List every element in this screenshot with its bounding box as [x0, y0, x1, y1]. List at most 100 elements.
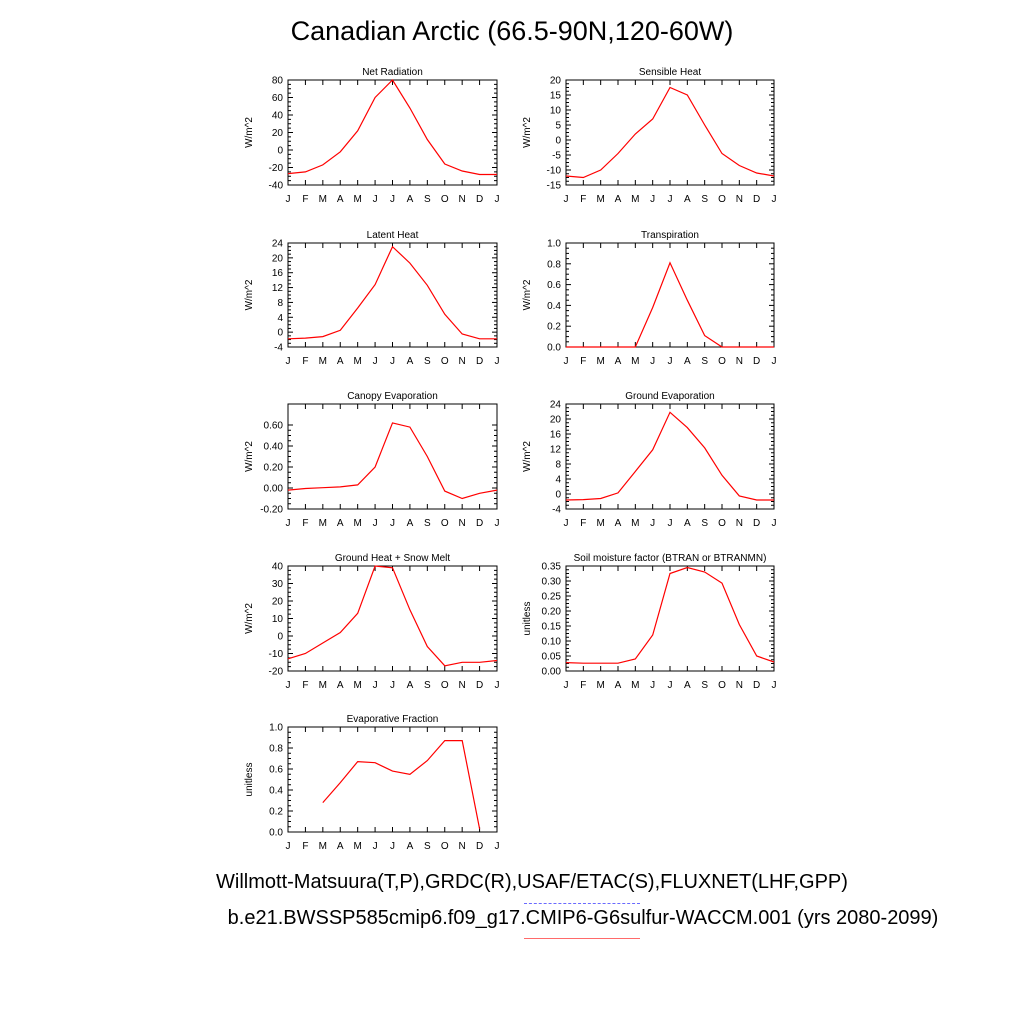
y-tick-label: -0.20 [260, 505, 283, 516]
x-tick-label: N [736, 680, 743, 691]
x-tick-label: A [684, 194, 691, 205]
y-axis-label: W/m^2 [244, 117, 255, 148]
x-tick-label: A [615, 518, 622, 529]
x-tick-label: O [441, 680, 449, 691]
x-tick-label: M [353, 841, 361, 852]
y-tick-label: 0 [555, 490, 561, 501]
x-tick-label: S [701, 356, 708, 367]
case-legend-line [524, 938, 640, 939]
x-tick-label: J [668, 356, 673, 367]
x-tick-label: O [718, 194, 726, 205]
x-tick-label: M [596, 356, 604, 367]
y-tick-label: 0.00 [264, 484, 284, 495]
x-tick-label: M [319, 356, 327, 367]
x-tick-label: S [701, 680, 708, 691]
x-tick-label: D [753, 194, 760, 205]
y-tick-label: 0 [277, 632, 283, 643]
x-tick-label: M [631, 356, 639, 367]
page-title: Canadian Arctic (66.5-90N,120-60W) [290, 16, 734, 46]
y-tick-label: 1.0 [547, 239, 561, 250]
x-tick-label: O [718, 680, 726, 691]
y-tick-label: 0 [277, 146, 283, 157]
y-tick-label: 0 [277, 328, 283, 339]
x-tick-label: M [319, 518, 327, 529]
y-tick-label: 4 [555, 475, 561, 486]
plot-frame [565, 403, 775, 510]
y-tick-label: -20 [269, 667, 284, 678]
x-tick-label: J [373, 680, 378, 691]
x-tick-label: D [476, 194, 483, 205]
x-tick-label: A [407, 518, 414, 529]
x-tick-label: A [337, 356, 344, 367]
x-tick-label: A [407, 680, 414, 691]
x-tick-label: J [373, 194, 378, 205]
x-tick-label: J [286, 518, 291, 529]
x-tick-label: M [631, 518, 639, 529]
plot-frame [287, 242, 498, 348]
x-tick-label: M [596, 518, 604, 529]
x-tick-label: M [353, 356, 361, 367]
y-tick-label: 0.4 [547, 301, 561, 312]
chart-title: Sensible Heat [639, 67, 701, 78]
x-tick-label: A [337, 518, 344, 529]
x-tick-label: M [319, 841, 327, 852]
x-tick-label: F [302, 356, 308, 367]
x-tick-label: F [302, 194, 308, 205]
x-tick-label: F [302, 680, 308, 691]
plot-frame [287, 79, 498, 186]
plot-frame [565, 242, 775, 348]
y-tick-label: 20 [550, 76, 562, 87]
y-tick-label: 60 [272, 93, 284, 104]
x-tick-label: A [684, 518, 691, 529]
x-tick-label: J [772, 518, 777, 529]
y-tick-label: 0.25 [542, 592, 562, 603]
x-tick-label: F [580, 680, 586, 691]
chart-title: Transpiration [641, 230, 699, 241]
y-tick-label: 0.0 [269, 828, 283, 839]
x-tick-label: J [650, 518, 655, 529]
data-series-line [565, 86, 775, 179]
x-tick-label: A [684, 680, 691, 691]
x-tick-label: J [650, 356, 655, 367]
plot-frame [287, 403, 498, 510]
y-tick-label: 0.20 [542, 607, 562, 618]
x-tick-label: J [564, 680, 569, 691]
y-tick-label: 5 [555, 121, 561, 132]
y-axis-label: unitless [522, 602, 533, 636]
y-tick-label: 0.35 [542, 562, 562, 573]
y-axis-label: W/m^2 [244, 603, 255, 634]
x-tick-label: D [476, 680, 483, 691]
y-tick-label: -10 [269, 649, 284, 660]
x-tick-label: A [407, 194, 414, 205]
x-tick-label: J [772, 680, 777, 691]
x-tick-label: A [615, 356, 622, 367]
y-tick-label: 0.6 [269, 765, 283, 776]
data-series-line [287, 79, 497, 176]
x-tick-label: M [631, 680, 639, 691]
y-tick-label: 40 [272, 562, 284, 573]
chart-title: Evaporative Fraction [347, 714, 439, 725]
x-tick-label: J [495, 680, 500, 691]
x-tick-label: F [580, 518, 586, 529]
x-tick-label: S [424, 194, 431, 205]
footer-observations: Willmott-Matsuura(T,P),GRDC(R),USAF/ETAC… [216, 871, 848, 893]
data-series-line [566, 261, 774, 348]
x-tick-label: A [407, 841, 414, 852]
footer-case-name: b.e21.BWSSP585cmip6.f09_g17.CMIP6-G6sulf… [227, 907, 939, 929]
x-tick-label: M [596, 194, 604, 205]
x-tick-label: O [441, 518, 449, 529]
y-axis-label: unitless [244, 763, 255, 797]
x-tick-label: J [564, 356, 569, 367]
x-tick-label: J [495, 356, 500, 367]
chart-title: Latent Heat [367, 230, 419, 241]
x-tick-label: J [390, 680, 395, 691]
chart-title: Ground Heat + Snow Melt [335, 553, 451, 564]
x-tick-label: J [495, 518, 500, 529]
x-tick-label: N [736, 194, 743, 205]
y-tick-label: 0.40 [264, 442, 284, 453]
y-axis-label: W/m^2 [244, 441, 255, 472]
x-tick-label: F [580, 356, 586, 367]
